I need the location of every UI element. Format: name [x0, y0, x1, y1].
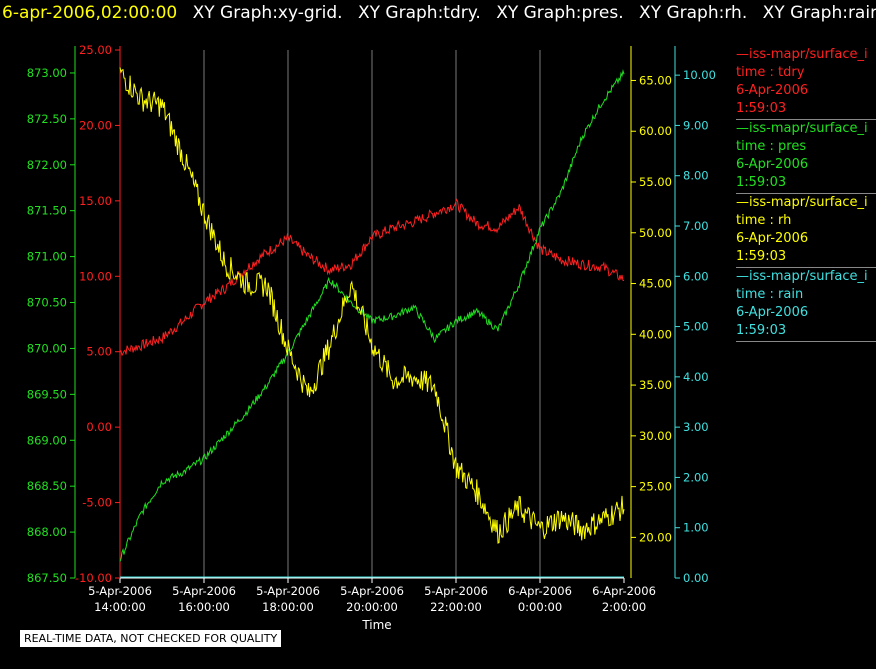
tdry-tick-label: -5.00	[82, 496, 112, 510]
legend-title: —iss-mapr/surface_i	[736, 269, 868, 284]
tdry-tick-label: 25.00	[79, 43, 112, 57]
tdry-tick-label: 0.00	[86, 420, 112, 434]
pres-tick-label: 869.00	[27, 433, 67, 447]
x-tick-label-date: 5-Apr-2006	[172, 584, 236, 598]
rain-tick-label: 0.00	[683, 571, 709, 585]
rain-tick-label: 1.00	[683, 521, 709, 535]
x-tick-label-date: 5-Apr-2006	[424, 584, 488, 598]
graph-tab-xy-grid[interactable]: XY Graph:xy-grid.	[192, 3, 343, 23]
timestamp: 6-apr-2006,02:00:00	[2, 3, 178, 23]
rain-tick-label: 5.00	[683, 320, 709, 334]
series-line-pres	[119, 69, 625, 562]
x-tick-label-time: 14:00:00	[94, 600, 146, 614]
rain-tick-label: 2.00	[683, 470, 709, 484]
pres-tick-label: 869.50	[27, 387, 67, 401]
legend-date: 6-Apr-2006	[736, 157, 809, 172]
x-tick-label-time: 20:00:00	[346, 600, 398, 614]
pres-tick-label: 868.50	[27, 479, 67, 493]
rain-tick-label: 7.00	[683, 219, 709, 233]
tdry-tick-label: 15.00	[79, 194, 112, 208]
rh-tick-label: 65.00	[639, 73, 672, 87]
legend-title: —iss-mapr/surface_i	[736, 121, 868, 136]
rain-tick-label: 9.00	[683, 118, 709, 132]
tdry-tick-label: -10.00	[75, 571, 112, 585]
rh-tick-label: 55.00	[639, 175, 672, 189]
legend-item-rh: —iss-mapr/surface_i time : rh 6-Apr-2006…	[736, 194, 876, 268]
rh-tick-label: 50.00	[639, 226, 672, 240]
pres-tick-label: 867.50	[27, 571, 67, 585]
rh-tick-label: 45.00	[639, 277, 672, 291]
series-line-rh	[119, 67, 625, 544]
tdry-tick-label: 20.00	[79, 118, 112, 132]
pres-tick-label: 871.00	[27, 250, 67, 264]
graph-tab-pres[interactable]: XY Graph:pres.	[496, 3, 624, 23]
pres-tick-label: 868.00	[27, 525, 67, 539]
legend-date: 6-Apr-2006	[736, 305, 809, 320]
x-tick-label-date: 5-Apr-2006	[256, 584, 320, 598]
x-tick-label-date: 6-Apr-2006	[508, 584, 572, 598]
legend-label: time : rain	[736, 287, 804, 302]
pres-tick-label: 872.00	[27, 158, 67, 172]
tdry-tick-label: 5.00	[86, 345, 112, 359]
x-tick-label-time: 16:00:00	[178, 600, 230, 614]
legend-time: 1:59:03	[736, 175, 787, 190]
series-line-tdry	[119, 198, 625, 357]
rain-tick-label: 8.00	[683, 169, 709, 183]
legend-item-pres: —iss-mapr/surface_i time : pres 6-Apr-20…	[736, 120, 876, 194]
legend-date: 6-Apr-2006	[736, 231, 809, 246]
legend-item-rain: —iss-mapr/surface_i time : rain 6-Apr-20…	[736, 268, 876, 342]
legend-time: 1:59:03	[736, 101, 787, 116]
graph-tab-tdry[interactable]: XY Graph:tdry.	[358, 3, 481, 23]
pres-tick-label: 870.50	[27, 296, 67, 310]
legend-item-tdry: —iss-mapr/surface_i time : tdry 6-Apr-20…	[736, 46, 876, 120]
x-tick-label-date: 5-Apr-2006	[340, 584, 404, 598]
legend-label: time : rh	[736, 213, 792, 228]
rain-tick-label: 6.00	[683, 269, 709, 283]
pres-tick-label: 872.50	[27, 112, 67, 126]
rh-tick-label: 25.00	[639, 480, 672, 494]
rh-tick-label: 30.00	[639, 429, 672, 443]
legend-label: time : pres	[736, 139, 807, 154]
legend-time: 1:59:03	[736, 249, 787, 264]
x-tick-label-date: 6-Apr-2006	[592, 584, 656, 598]
x-tick-label-time: 22:00:00	[430, 600, 482, 614]
quality-disclaimer: REAL-TIME DATA, NOT CHECKED FOR QUALITY	[20, 630, 282, 647]
rh-tick-label: 20.00	[639, 530, 672, 544]
rain-tick-label: 3.00	[683, 420, 709, 434]
x-tick-label-time: 18:00:00	[262, 600, 314, 614]
pres-tick-label: 871.50	[27, 204, 67, 218]
legend: —iss-mapr/surface_i time : tdry 6-Apr-20…	[736, 46, 876, 342]
x-tick-label-time: 2:00:00	[602, 600, 646, 614]
legend-label: time : tdry	[736, 65, 805, 80]
legend-date: 6-Apr-2006	[736, 83, 809, 98]
tdry-tick-label: 10.00	[79, 269, 112, 283]
chart-header: 6-apr-2006,02:00:00 XY Graph:xy-grid. XY…	[0, 0, 876, 30]
rain-tick-label: 10.00	[683, 68, 716, 82]
pres-tick-label: 873.00	[27, 66, 67, 80]
legend-time: 1:59:03	[736, 323, 787, 338]
legend-title: —iss-mapr/surface_i	[736, 47, 868, 62]
x-axis-label: Time	[361, 618, 391, 632]
rain-tick-label: 4.00	[683, 370, 709, 384]
pres-tick-label: 870.00	[27, 341, 67, 355]
x-tick-label-date: 5-Apr-2006	[88, 584, 152, 598]
rh-tick-label: 60.00	[639, 124, 672, 138]
graph-tab-rain[interactable]: XY Graph:rain.	[762, 3, 876, 23]
rh-tick-label: 35.00	[639, 378, 672, 392]
graph-tab-rh[interactable]: XY Graph:rh.	[639, 3, 748, 23]
x-tick-label-time: 0:00:00	[518, 600, 562, 614]
legend-title: —iss-mapr/surface_i	[736, 195, 868, 210]
rh-tick-label: 40.00	[639, 327, 672, 341]
